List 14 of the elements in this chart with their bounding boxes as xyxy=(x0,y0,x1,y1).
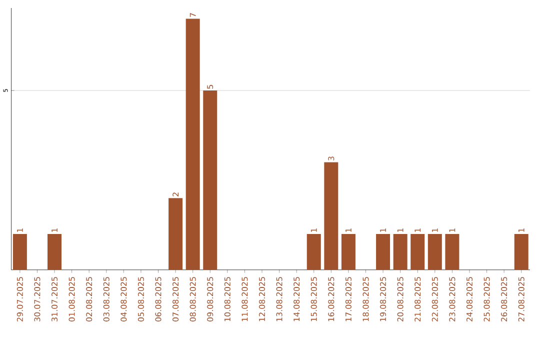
bar xyxy=(445,234,460,270)
bar xyxy=(306,234,321,270)
bar xyxy=(186,18,200,270)
bar xyxy=(48,234,62,270)
bar xyxy=(428,234,442,270)
bar xyxy=(410,234,425,270)
bar xyxy=(203,90,218,270)
bar xyxy=(168,198,183,270)
bar xyxy=(393,234,408,270)
bar xyxy=(376,234,390,270)
bar xyxy=(12,234,27,270)
bar xyxy=(324,162,338,270)
bar xyxy=(341,234,356,270)
bar xyxy=(514,234,528,270)
